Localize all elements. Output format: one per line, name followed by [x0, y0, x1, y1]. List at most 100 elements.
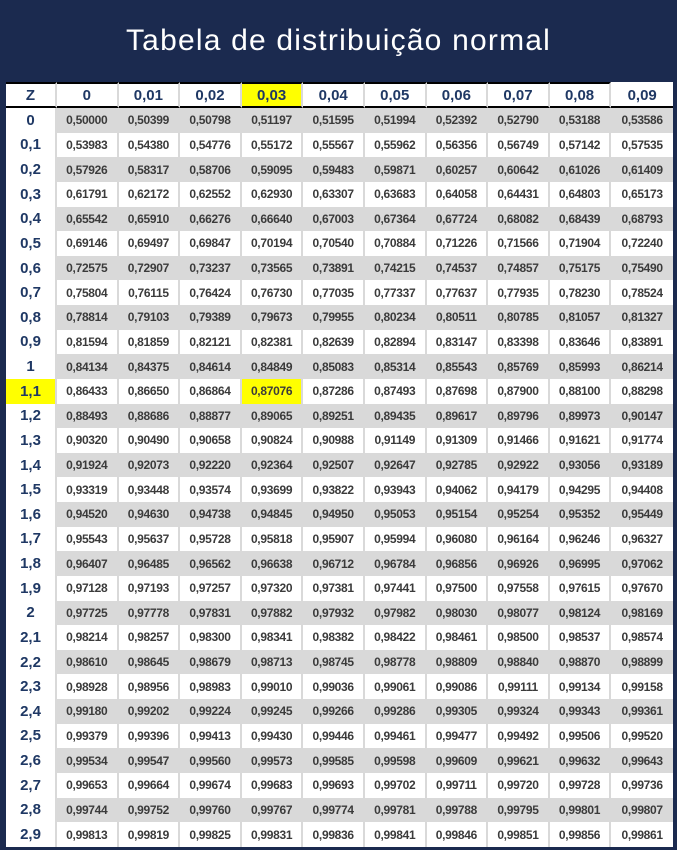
z-value-cell: 0,99534 — [57, 748, 119, 773]
z-value-cell: 0,57142 — [549, 132, 612, 158]
z-value-cell: 0,95637 — [118, 526, 181, 552]
z-value-cell: 0,87286 — [303, 378, 365, 404]
z-value-cell: 0,99547 — [118, 748, 181, 773]
z-value-cell: 0,93943 — [364, 477, 427, 502]
z-value-cell: 0,67003 — [303, 206, 365, 232]
z-value-cell: 0,74215 — [364, 255, 427, 281]
z-value-cell: 0,92922 — [488, 452, 550, 478]
z-value-cell: 0,99728 — [549, 772, 612, 798]
z-value-cell: 0,91924 — [57, 452, 119, 478]
z-row-label: 1,5 — [6, 477, 57, 502]
z-value-cell: 0,93189 — [611, 452, 673, 478]
z-value-cell: 0,98341 — [241, 625, 304, 650]
z-row-label: 0,9 — [6, 329, 57, 355]
corner-header-z: Z — [6, 82, 57, 108]
z-value-cell: 0,96926 — [488, 551, 550, 576]
z-value-cell: 0,92785 — [426, 452, 489, 478]
z-value-cell: 0,70884 — [364, 231, 427, 256]
z-value-cell: 0,99813 — [57, 822, 119, 847]
z-value-cell: 0,52392 — [426, 108, 489, 133]
z-row-label: 2,5 — [6, 723, 57, 749]
z-value-cell: 0,97128 — [57, 575, 119, 601]
z-value-cell: 0,99781 — [364, 797, 427, 823]
z-value-cell: 0,99286 — [364, 699, 427, 724]
z-value-cell: 0,92507 — [303, 452, 365, 478]
z-value-cell: 0,76115 — [118, 280, 181, 305]
z-value-cell: 0,90147 — [611, 403, 673, 429]
z-value-cell: 0,99343 — [549, 699, 612, 724]
z-value-cell: 0,97320 — [241, 575, 304, 601]
z-value-cell: 0,55567 — [303, 132, 365, 158]
z-value-cell: 0,58706 — [180, 157, 242, 182]
z-value-cell: 0,77035 — [303, 280, 365, 305]
z-row-label: 0,6 — [6, 255, 57, 281]
z-value-cell: 0,54776 — [180, 132, 242, 158]
col-header-0-07: 0,07 — [488, 82, 550, 108]
table-row-z-2-4: 2,4 0,99180 0,99202 0,99224 0,99245 0,99266 0,… — [6, 699, 673, 724]
z-value-cell: 0,85993 — [549, 354, 612, 379]
z-value-cell: 0,86650 — [118, 378, 181, 404]
col-header-0-08: 0,08 — [549, 82, 612, 108]
z-value-cell: 0,99831 — [241, 822, 304, 847]
z-value-cell: 0,64431 — [488, 181, 550, 207]
z-value-cell: 0,72575 — [57, 255, 119, 281]
z-value-cell: 0,94845 — [241, 502, 304, 527]
z-value-cell: 0,99795 — [488, 797, 550, 823]
z-value-cell: 0,94179 — [488, 477, 550, 502]
z-value-cell: 0,99752 — [118, 797, 181, 823]
z-value-cell: 0,94950 — [303, 502, 365, 527]
z-value-cell: 0,99736 — [611, 772, 673, 798]
z-value-cell: 0,93319 — [57, 477, 119, 502]
z-value-cell: 0,83147 — [426, 329, 489, 355]
z-value-cell: 0,97670 — [611, 575, 673, 601]
z-value-cell: 0,91466 — [488, 428, 550, 453]
z-value-cell: 0,91621 — [549, 428, 612, 453]
z-value-cell: 0,96712 — [303, 551, 365, 576]
z-value-cell: 0,98745 — [303, 649, 365, 675]
col-header-0-01: 0,01 — [118, 82, 181, 108]
z-value-cell: 0,99158 — [611, 674, 673, 699]
z-value-cell: 0,53586 — [611, 108, 673, 133]
z-value-cell: 0,96856 — [426, 551, 489, 576]
z-value-cell: 0,99379 — [57, 723, 119, 749]
z-value-cell: 0,96327 — [611, 526, 673, 552]
z-value-cell: 0,99111 — [488, 674, 550, 699]
z-value-cell: 0,94295 — [549, 477, 612, 502]
z-value-cell: 0,59095 — [241, 157, 304, 182]
z-value-cell: 0,87698 — [426, 378, 489, 404]
z-value-cell: 0,67364 — [364, 206, 427, 232]
z-value-cell: 0,76730 — [241, 280, 304, 305]
z-row-label: 1,3 — [6, 428, 57, 453]
z-value-cell: 0,99760 — [180, 797, 242, 823]
z-row-label: 2,6 — [6, 748, 57, 773]
z-value-cell: 0,99180 — [57, 699, 119, 724]
z-row-label: 0,2 — [6, 157, 57, 182]
z-row-label: 0,8 — [6, 305, 57, 330]
z-value-cell: 0,63307 — [303, 181, 365, 207]
z-value-cell: 0,89796 — [488, 403, 550, 429]
z-value-cell: 0,99202 — [118, 699, 181, 724]
z-row-label: 2,8 — [6, 797, 57, 823]
z-value-cell: 0,99836 — [303, 822, 365, 847]
z-value-cell: 0,99720 — [488, 772, 550, 798]
z-value-cell: 0,74857 — [488, 255, 550, 281]
z-value-cell: 0,99446 — [303, 723, 365, 749]
z-value-cell: 0,96485 — [118, 551, 181, 576]
z-value-cell: 0,85769 — [488, 354, 550, 379]
z-value-cell: 0,95154 — [426, 502, 489, 527]
z-value-cell: 0,84614 — [180, 354, 242, 379]
z-value-cell: 0,54380 — [118, 132, 181, 158]
z-value-cell: 0,95818 — [241, 526, 304, 552]
z-value-cell: 0,98461 — [426, 625, 489, 650]
col-header-0-04: 0,04 — [303, 82, 365, 108]
z-value-cell: 0,99413 — [180, 723, 242, 749]
z-value-cell: 0,65910 — [118, 206, 181, 232]
z-value-cell: 0,60642 — [488, 157, 550, 182]
col-header-0-09: 0,09 — [611, 82, 673, 108]
z-value-cell: 0,69497 — [118, 231, 181, 256]
z-value-cell: 0,90988 — [303, 428, 365, 453]
z-row-label: 1 — [6, 354, 57, 379]
z-value-cell: 0,99461 — [364, 723, 427, 749]
z-value-cell: 0,66276 — [180, 206, 242, 232]
z-value-cell: 0,99477 — [426, 723, 489, 749]
